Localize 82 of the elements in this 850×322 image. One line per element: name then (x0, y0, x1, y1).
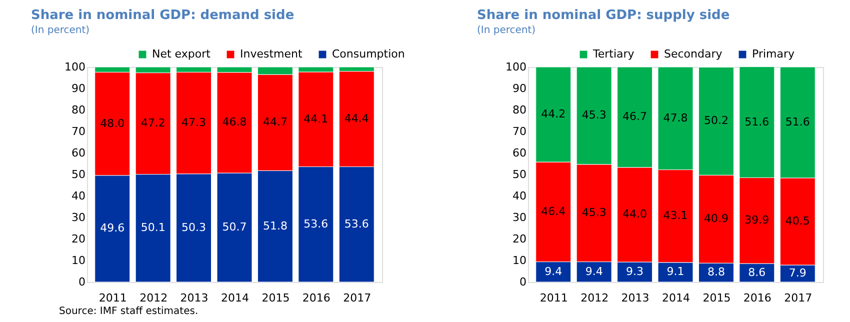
x-tick-label: 2017 (784, 292, 812, 304)
y-tick-label: 90 (72, 82, 86, 95)
y-tick-label: 30 (512, 211, 526, 224)
data-label: 47.8 (663, 111, 688, 124)
chart-title: Share in nominal GDP: supply side (477, 8, 730, 23)
data-label: 9.4 (585, 264, 603, 278)
source-note: Source: IMF staff estimates. (59, 306, 198, 317)
data-label: 44.0 (622, 208, 648, 221)
data-label: 47.3 (182, 116, 206, 130)
legend-label: Primary (752, 48, 795, 61)
data-label: 49.6 (100, 222, 125, 235)
x-tick-label: 2011 (540, 292, 568, 304)
data-label: 53.6 (304, 217, 328, 230)
y-tick-label: 80 (72, 104, 86, 116)
data-label: 50.1 (140, 221, 166, 234)
x-tick-label: 2012 (580, 292, 609, 304)
x-tick-label: 2016 (302, 292, 330, 304)
chart-subtitle: (In percent) (31, 25, 90, 36)
data-label: 51.8 (262, 219, 288, 232)
y-tick-label: 0 (78, 276, 86, 288)
data-label: 51.6 (744, 115, 770, 128)
y-tick-label: 40 (72, 190, 86, 202)
x-tick-label: 2017 (343, 292, 372, 304)
data-label: 53.6 (344, 217, 369, 230)
x-tick-label: 2015 (262, 292, 290, 304)
legend-label: Investment (240, 48, 303, 61)
x-tick-label: 2011 (98, 292, 127, 304)
y-tick-label: 20 (72, 232, 86, 246)
x-tick-label: 2013 (180, 292, 208, 304)
data-label: 45.3 (582, 206, 606, 220)
data-label: 7.9 (788, 266, 806, 280)
data-label: 44.4 (344, 112, 369, 126)
x-tick-label: 2014 (662, 292, 690, 304)
data-label: 47.2 (140, 116, 166, 130)
data-label: 50.7 (222, 220, 247, 234)
legend-label: Consumption (332, 48, 405, 61)
data-label: 51.6 (785, 115, 810, 128)
data-label: 8.8 (707, 266, 725, 279)
y-tick-label: 60 (512, 146, 526, 160)
data-label: 44.2 (541, 108, 566, 121)
y-tick-label: 30 (72, 211, 86, 224)
y-tick-label: 50 (512, 168, 526, 181)
data-label: 50.3 (182, 220, 206, 234)
data-label: 9.3 (626, 265, 644, 278)
y-tick-label: 70 (512, 125, 526, 138)
legend-label: Secondary (664, 48, 723, 61)
x-tick-label: 2013 (621, 292, 650, 304)
data-label: 9.1 (666, 265, 684, 278)
data-label: 46.8 (222, 116, 247, 129)
y-tick-label: 0 (520, 276, 526, 288)
x-tick-label: 2015 (702, 292, 731, 304)
data-label: 50.2 (704, 114, 728, 128)
x-tick-label: 2016 (743, 292, 772, 304)
y-tick-label: 90 (512, 82, 526, 95)
data-label: 46.4 (541, 204, 566, 218)
data-label: 40.5 (785, 214, 810, 228)
chart-title: Share in nominal GDP: demand side (31, 8, 294, 23)
data-label: 44.1 (304, 112, 328, 126)
y-tick-label: 10 (512, 254, 526, 267)
chart-subtitle: (In percent) (477, 25, 536, 36)
data-label: 45.3 (582, 108, 606, 122)
y-tick-label: 40 (512, 190, 526, 202)
y-tick-label: 80 (512, 104, 526, 116)
y-tick-label: 20 (512, 232, 526, 246)
legend-label: Net export (152, 48, 212, 61)
x-tick-label: 2012 (140, 292, 168, 304)
x-tick-label: 2014 (221, 292, 249, 304)
data-label: 8.6 (748, 266, 766, 279)
y-tick-label: 10 (72, 254, 86, 267)
data-label: 43.1 (663, 209, 688, 222)
legend-label: Tertiary (592, 48, 635, 61)
data-label: 9.4 (544, 264, 562, 278)
y-tick-label: 70 (72, 125, 86, 138)
data-label: 39.9 (744, 214, 770, 227)
data-label: 40.9 (704, 212, 728, 226)
data-label: 48.0 (100, 116, 125, 130)
y-tick-label: 60 (72, 146, 86, 160)
y-tick-label: 100 (64, 60, 86, 74)
data-label: 46.7 (622, 110, 648, 124)
y-tick-label: 100 (506, 60, 526, 74)
data-label: 44.7 (262, 116, 288, 129)
y-tick-label: 50 (72, 168, 86, 181)
